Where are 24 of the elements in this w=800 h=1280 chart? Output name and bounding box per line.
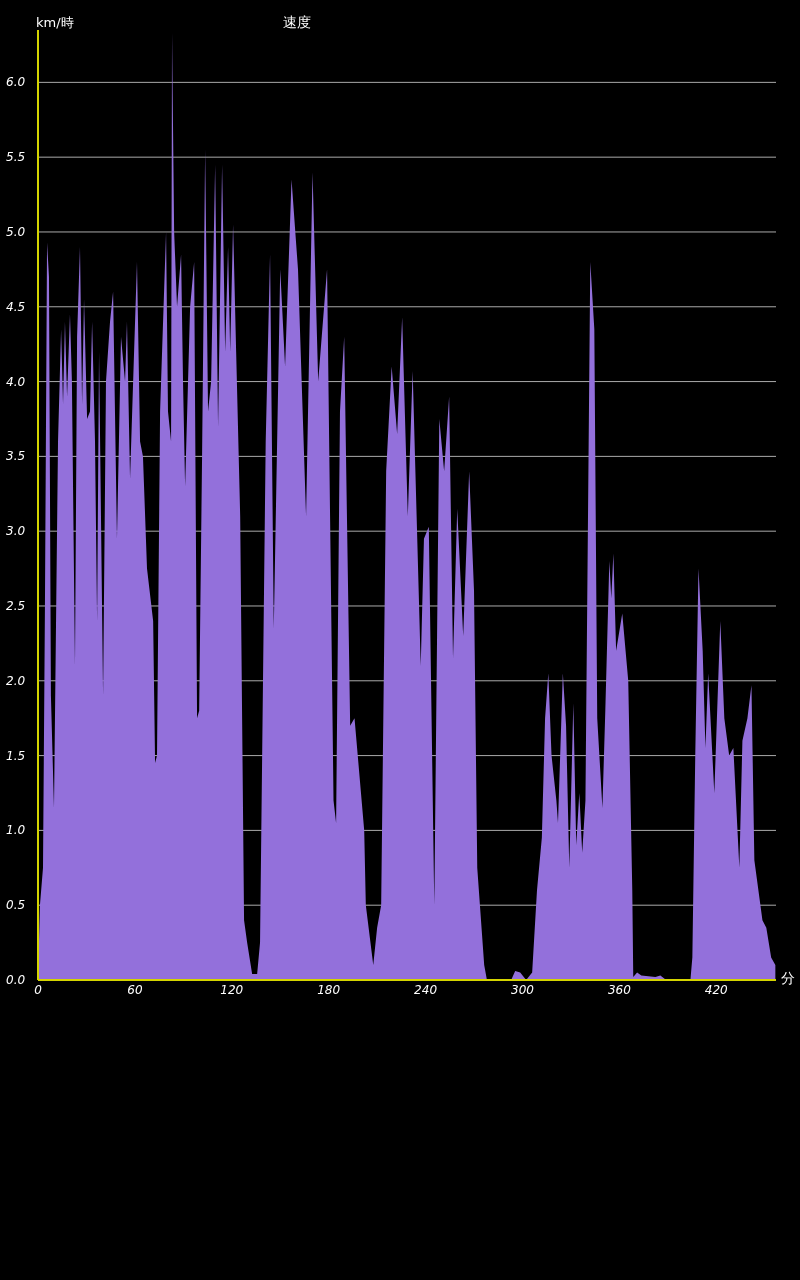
x-tick-label: 300 bbox=[511, 983, 535, 997]
y-tick-label: 1.0 bbox=[6, 823, 26, 838]
y-tick-label: 2.0 bbox=[6, 673, 26, 688]
x-tick-label: 60 bbox=[127, 983, 143, 997]
x-axis-title: 分 bbox=[781, 970, 795, 986]
y-tick-label: 0.0 bbox=[6, 973, 26, 987]
x-tick-label: 240 bbox=[414, 983, 438, 997]
x-tick-label: 120 bbox=[220, 983, 244, 997]
y-tick-label: 5.5 bbox=[6, 150, 26, 165]
chart-title: 速度 bbox=[283, 14, 311, 30]
x-tick-label: 180 bbox=[317, 983, 341, 997]
x-tick-label: 420 bbox=[704, 983, 729, 997]
y-tick-label: 5.0 bbox=[6, 224, 26, 239]
x-tick-label: 360 bbox=[607, 983, 632, 997]
y-tick-label: 4.0 bbox=[6, 374, 26, 389]
y-tick-label: 1.5 bbox=[6, 748, 26, 763]
y-tick-label: 6.0 bbox=[6, 75, 26, 90]
x-tick-label: 0 bbox=[34, 983, 43, 997]
y-tick-label: 3.5 bbox=[6, 449, 26, 464]
y-axis-title: km/時 bbox=[36, 15, 74, 30]
y-tick-label: 0.5 bbox=[6, 898, 26, 913]
y-tick-label: 3.0 bbox=[6, 524, 26, 539]
y-tick-label: 4.5 bbox=[6, 299, 26, 314]
y-tick-label: 2.5 bbox=[6, 598, 26, 613]
